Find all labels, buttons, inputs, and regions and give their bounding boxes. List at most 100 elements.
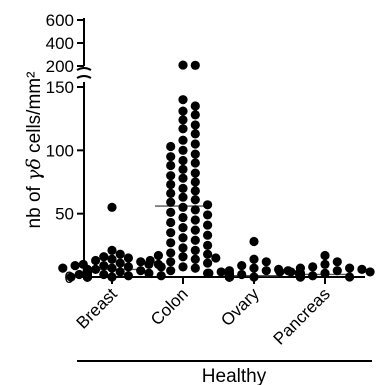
data-point [308, 262, 318, 272]
data-point [166, 248, 176, 258]
data-point [203, 210, 213, 220]
data-point [70, 261, 80, 271]
data-point [156, 271, 166, 281]
data-point [91, 255, 101, 266]
data-point [178, 164, 188, 174]
data-point [332, 266, 342, 276]
data-point [136, 257, 146, 267]
y-tick-label: 400 [46, 34, 74, 53]
data-point [166, 188, 176, 198]
data-point [178, 60, 188, 70]
data-point [178, 233, 188, 243]
data-point [166, 171, 176, 181]
data-point [190, 60, 200, 70]
data-point [153, 250, 163, 261]
data-point [99, 269, 109, 280]
data-point [178, 135, 188, 145]
data-point [203, 258, 213, 268]
data-point [283, 266, 293, 276]
data-point [178, 212, 188, 223]
data-point [123, 271, 133, 281]
data-point [216, 267, 226, 277]
data-point [82, 272, 92, 282]
data-point [190, 254, 200, 264]
data-point [166, 152, 176, 162]
y-axis-title-suffix: cells/mm² [24, 72, 45, 159]
data-point [190, 186, 200, 196]
data-point [190, 168, 200, 178]
data-point [190, 177, 200, 187]
data-point [249, 254, 259, 264]
data-point [178, 202, 188, 212]
x-tick-label: Ovary [217, 284, 263, 330]
data-point [190, 139, 200, 149]
data-point [107, 263, 117, 273]
data-point [166, 197, 176, 207]
data-point [237, 261, 247, 271]
data-point [203, 220, 213, 230]
data-point [145, 255, 155, 266]
data-point [261, 266, 271, 276]
data-point [178, 192, 188, 202]
data-point [166, 238, 176, 248]
data-point [178, 173, 188, 183]
data-point [166, 207, 176, 217]
data-point [308, 271, 318, 281]
axis-break-top [76, 67, 92, 71]
data-point [178, 243, 188, 253]
data-point [320, 268, 330, 278]
data-point [295, 272, 305, 282]
y-axis-title: nb of γδ cells/mm² [23, 72, 45, 229]
data-point [58, 263, 68, 273]
data-point [178, 145, 188, 155]
data-point [166, 141, 176, 152]
data-point [203, 240, 213, 250]
y-axis-title-prefix: nb of [24, 181, 45, 229]
data-point [203, 249, 213, 259]
data-point [332, 257, 342, 267]
data-point [275, 267, 285, 277]
data-point [357, 264, 367, 274]
x-tick-label: Colon [147, 284, 192, 329]
data-point [136, 266, 146, 276]
data-point [166, 257, 176, 267]
data-point [166, 160, 176, 171]
data-point [190, 205, 200, 215]
data-point [261, 257, 271, 267]
data-point [99, 252, 109, 262]
data-point [123, 253, 133, 263]
data-point [190, 215, 200, 225]
y-axis-title-greek: γδ [23, 158, 45, 181]
data-point [178, 95, 188, 105]
data-point [144, 268, 154, 278]
y-tick-label: 50 [55, 205, 74, 224]
data-point [204, 268, 214, 278]
data-point [153, 259, 163, 269]
data-point [320, 250, 330, 261]
data-point [190, 149, 200, 159]
y-tick-label: 150 [46, 78, 74, 97]
data-point [115, 267, 125, 277]
data-point [249, 236, 259, 247]
data-point [190, 129, 200, 139]
data-point [237, 269, 247, 280]
data-point [203, 230, 213, 240]
data-point [115, 258, 125, 268]
data-point [178, 223, 188, 233]
data-point [166, 266, 176, 276]
data-point [178, 115, 188, 125]
y-tick-label: 200 [46, 57, 74, 76]
data-point [320, 259, 330, 269]
data-point [190, 263, 200, 273]
data-point [178, 252, 188, 262]
axis-break-bottom [76, 75, 92, 79]
data-point [190, 110, 200, 120]
data-point [166, 217, 176, 228]
data-point [178, 155, 188, 166]
x-tick-label: Breast [73, 284, 121, 332]
category-labels: Breast Colon Ovary Pancreas [73, 277, 334, 349]
data-point [190, 120, 200, 130]
data-point [107, 245, 117, 255]
data-point [345, 272, 355, 282]
